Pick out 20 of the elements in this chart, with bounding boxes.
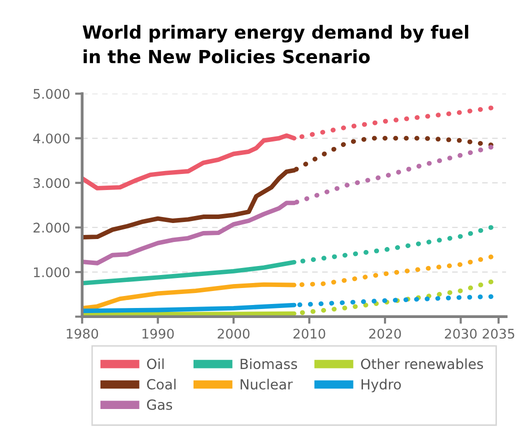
x-tick-label: 1980 <box>66 328 98 339</box>
y-tick-label: 3.000 <box>34 178 70 188</box>
legend-label: Nuclear <box>240 378 293 390</box>
y-tick-label: 1.000 <box>34 267 70 278</box>
legend-label: Gas <box>147 399 172 410</box>
legend-label: Biomass <box>240 358 298 370</box>
x-tick-label: 2035 <box>482 328 514 339</box>
y-tick-label: 2.000 <box>34 222 70 233</box>
legend-label: Hydro <box>362 378 401 392</box>
y-tick-label: 5.000 <box>34 88 70 99</box>
y-tick-label: 4.000 <box>33 133 70 144</box>
chart-title: World primary energy demand by fuel in the New Policies Scenario <box>82 24 468 64</box>
x-tick-label: 2000 <box>218 328 250 339</box>
legend-label: Oil <box>147 358 164 370</box>
x-tick-label: 2010 <box>293 328 326 339</box>
legend-label: Other renewables <box>361 358 484 370</box>
legend-label: Coal <box>147 378 176 390</box>
x-tick-label: 2030 <box>444 328 477 339</box>
x-tick-label: 2020 <box>369 328 401 339</box>
x-tick-label: 1990 <box>142 328 174 339</box>
